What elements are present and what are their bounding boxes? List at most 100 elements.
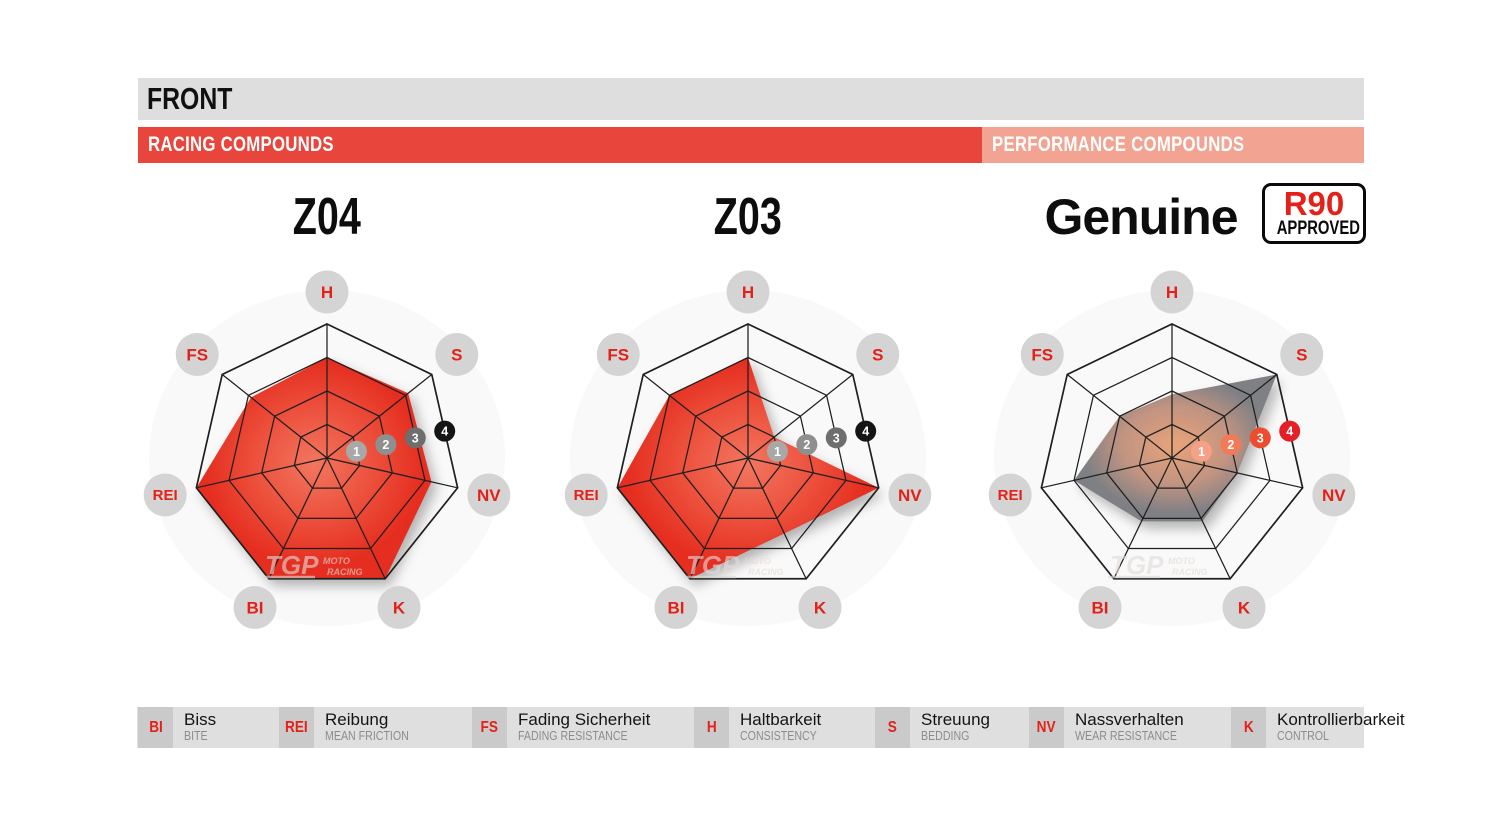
scale-marker-label-4: 4 (1286, 425, 1293, 439)
legend-strip: BI Biss BITE REI Reibung MEAN FRICTION FS Fadin… (137, 707, 1405, 748)
front-section-bar: FRONT (138, 78, 1364, 120)
scale-marker-4 (434, 420, 456, 442)
legend-item-bi: BI Biss BITE (138, 707, 216, 748)
grid-spoke-K (747, 457, 807, 580)
scale-marker-3 (404, 427, 426, 449)
grid-spoke-BI (268, 457, 328, 580)
grid-spoke-REI (617, 457, 749, 489)
grid-spoke-BI (1113, 457, 1173, 580)
scale-marker-label-2: 2 (1227, 438, 1234, 452)
axis-label-H: H (1166, 283, 1178, 302)
axis-label-NV: NV (477, 486, 501, 505)
grid-ring-3 (228, 356, 426, 550)
performance-compounds-label: PERFORMANCE COMPOUNDS (992, 133, 1245, 156)
legend-english-label: WEAR RESISTANCE (1075, 729, 1177, 743)
legend-abbr-badge: NV (1029, 707, 1064, 748)
scale-marker-2 (1220, 434, 1242, 456)
axis-label-H: H (742, 283, 754, 302)
axis-label-circle-S (435, 333, 479, 377)
legend-german-label: Fading Sicherheit (518, 710, 651, 729)
legend-english-label: MEAN FRICTION (325, 729, 409, 743)
grid-ring-3 (649, 356, 847, 550)
scale-marker-1 (766, 440, 788, 462)
radar-chart-genuine: 1 2 3 4 TGP MOTO RACING H S NV K BI REI FS (987, 266, 1357, 646)
svg-text:MOTO: MOTO (1168, 556, 1195, 566)
chart-title-genuine: Genuine (1044, 189, 1238, 245)
axis-label-BI: BI (667, 599, 684, 618)
axis-label-circle-K (377, 586, 421, 630)
svg-text:MOTO: MOTO (323, 556, 350, 566)
radar-chart-z03: 1 2 3 4 TGP MOTO RACING H S NV K BI REI FS (563, 266, 933, 646)
axis-label-circle-REI (988, 473, 1032, 517)
grid-ring-4 (616, 323, 880, 580)
axis-label-circle-S (1280, 333, 1324, 377)
chart-title-z03: Z03 (713, 188, 783, 246)
scale-marker-3 (825, 427, 847, 449)
legend-abbr-badge: REI (279, 707, 314, 748)
grid-spoke-REI (1041, 457, 1173, 489)
scale-marker-4 (1279, 420, 1301, 442)
radar-chart-z04: 1 2 3 4 TGP MOTO RACING H S NV K BI REI FS (142, 266, 512, 646)
svg-text:MOTO: MOTO (744, 556, 771, 566)
scale-marker-label-3: 3 (1257, 431, 1264, 445)
axis-label-S: S (1296, 346, 1307, 365)
scale-marker-label-4: 4 (441, 425, 448, 439)
axis-label-circle-H (305, 270, 349, 314)
axis-label-REI: REI (998, 487, 1023, 504)
grid-spoke-K (326, 457, 386, 580)
legend-item-s: S Streuung BEDDING (875, 707, 990, 748)
scale-marker-label-2: 2 (803, 438, 810, 452)
legend-abbr-badge: S (875, 707, 910, 748)
racing-compounds-bar: RACING COMPOUNDS (138, 127, 982, 163)
svg-text:RACING: RACING (327, 567, 363, 577)
legend-english-label: BITE (184, 729, 208, 743)
axis-label-circle-K (1222, 586, 1266, 630)
axis-label-K: K (814, 599, 827, 618)
axis-label-circle-FS (596, 333, 640, 377)
axis-label-circle-BI (233, 586, 277, 630)
axis-label-circle-S (856, 333, 900, 377)
r90-label: R90 (1283, 185, 1345, 222)
legend-german-label: Nassverhalten (1075, 710, 1184, 729)
front-label: FRONT (147, 81, 233, 116)
axis-label-circle-FS (1020, 333, 1064, 377)
scale-marker-label-1: 1 (1198, 445, 1205, 459)
performance-compounds-bar: PERFORMANCE COMPOUNDS (982, 127, 1364, 163)
axis-label-BI: BI (1091, 599, 1108, 618)
grid-spoke-S (1171, 373, 1278, 459)
scale-marker-3 (1249, 427, 1271, 449)
legend-german-label: Biss (184, 710, 217, 729)
racing-compounds-label: RACING COMPOUNDS (148, 133, 334, 156)
axis-label-circle-K (798, 586, 842, 630)
legend-item-k: K Kontrollierbarkeit CONTROL (1231, 707, 1405, 748)
axis-label-H: H (321, 283, 333, 302)
axis-label-circle-NV (467, 473, 511, 517)
svg-text:TGP: TGP (1110, 550, 1164, 580)
axis-label-REI: REI (153, 487, 178, 504)
grid-ring-4 (1040, 323, 1304, 580)
axis-label-S: S (451, 346, 462, 365)
axis-label-NV: NV (898, 486, 922, 505)
axis-label-FS: FS (607, 346, 629, 365)
grid-spoke-FS (642, 373, 749, 459)
scale-marker-label-4: 4 (862, 425, 869, 439)
axis-label-circle-H (1150, 270, 1194, 314)
scale-marker-label-1: 1 (774, 445, 781, 459)
axis-label-FS: FS (186, 346, 208, 365)
grid-spoke-S (747, 373, 854, 459)
scale-marker-label-2: 2 (382, 438, 389, 452)
grid-spoke-NV (1171, 457, 1303, 489)
grid-ring-2 (1106, 390, 1238, 519)
legend-english-label: CONTROL (1277, 729, 1329, 743)
grid-spoke-BI (689, 457, 749, 580)
svg-text:TGP: TGP (686, 550, 740, 580)
grid-ring-4 (195, 323, 459, 580)
axis-label-NV: NV (1322, 486, 1346, 505)
chart-title-z04: Z04 (292, 188, 362, 246)
